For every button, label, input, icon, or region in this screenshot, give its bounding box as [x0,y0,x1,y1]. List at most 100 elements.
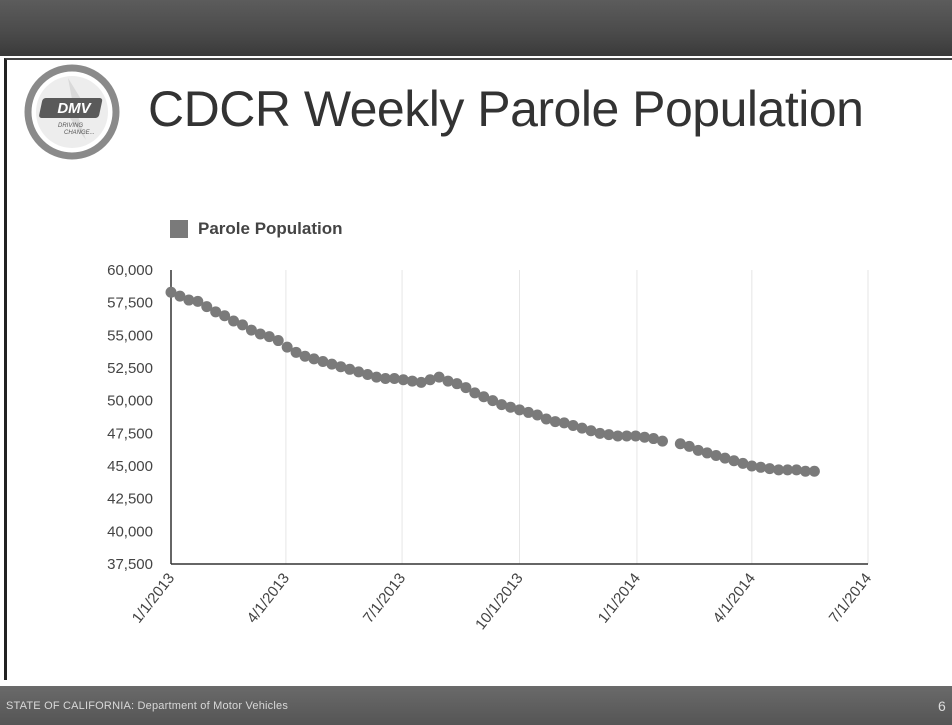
data-point [719,452,731,464]
page-number: 6 [938,698,946,714]
x-tick-label: 4/1/2014 [710,570,759,626]
data-point [201,301,213,313]
y-tick-label: 47,500 [107,425,153,442]
data-point [728,455,740,467]
x-tick-label: 1/1/2013 [129,570,178,626]
data-point [442,375,454,387]
data-point [683,440,695,452]
y-tick-label: 42,500 [107,491,153,508]
data-point [585,425,597,437]
y-tick-label: 55,000 [107,327,153,344]
data-point [576,422,588,434]
data-point [326,358,338,370]
x-tick-label: 7/1/2014 [826,570,875,626]
data-point [228,315,240,327]
data-point [335,361,347,373]
data-point [701,447,713,459]
data-point [630,430,642,442]
data-point [612,430,624,442]
data-point [192,295,204,307]
x-tick-label: 4/1/2013 [244,570,293,626]
data-point [397,374,409,386]
dmv-logo-icon: DMV DRIVING CHANGE... [24,64,120,160]
data-point [656,435,668,447]
data-point [424,374,436,386]
data-point [317,355,329,367]
data-point [808,465,820,477]
y-tick-label: 37,500 [107,556,153,573]
x-tick-label: 7/1/2013 [360,570,409,626]
data-point [558,417,570,429]
data-point [782,464,794,476]
y-tick-label: 45,000 [107,458,153,475]
data-point [290,346,302,358]
data-point [406,375,418,387]
y-tick-label: 57,500 [107,295,153,312]
data-point [174,290,186,302]
data-point [514,404,525,416]
data-point [791,464,803,476]
top-banner [0,0,952,56]
data-point [388,372,400,384]
x-tick-label: 10/1/2013 [472,570,526,633]
data-point [272,335,284,347]
footer-text: STATE OF CALIFORNIA: Department of Motor… [6,700,289,712]
y-tick-label: 50,000 [107,393,153,410]
data-point [737,457,749,469]
data-point [245,324,257,336]
data-point [165,286,177,298]
y-tick-label: 60,000 [107,262,153,279]
data-point [236,319,248,331]
data-point [531,409,543,421]
data-point [603,429,615,441]
legend-label: Parole Population [198,219,343,238]
legend-swatch [170,220,188,238]
data-point [567,419,579,431]
data-point [594,427,606,439]
data-point [299,350,311,362]
data-point [344,363,356,375]
data-point [746,460,758,472]
data-point [469,387,481,399]
data-point [648,433,660,445]
svg-text:CHANGE...: CHANGE... [64,130,95,136]
y-tick-label: 40,000 [107,523,153,540]
data-point [773,464,785,476]
slide-title: CDCR Weekly Parole Population [148,81,864,137]
data-point [353,366,365,378]
data-point [254,328,266,340]
data-point [371,371,383,383]
data-point [460,382,472,394]
x-tick-label: 1/1/2014 [595,570,644,626]
data-point [674,438,686,450]
data-point [308,353,320,365]
data-point [263,331,275,343]
data-point [487,395,499,407]
data-point [281,341,293,353]
data-point [621,430,633,442]
data-point [415,376,427,388]
data-point [639,431,651,443]
data-point [219,310,231,322]
data-point [379,372,391,384]
data-point [362,369,374,381]
slide-frame [4,58,952,680]
data-point [549,416,561,428]
data-point [433,371,445,383]
svg-text:DMV: DMV [57,100,92,117]
chart-legend: Parole Population [170,219,343,239]
footer-bar: STATE OF CALIFORNIA: Department of Motor… [0,686,952,725]
data-point [764,463,776,475]
data-point [710,450,722,462]
data-point [505,401,517,413]
data-point [692,444,704,456]
data-point [522,406,534,418]
data-point [496,399,508,411]
data-point [183,294,195,306]
svg-text:DRIVING: DRIVING [58,123,83,129]
data-point [451,378,463,390]
data-point [478,391,490,403]
data-point [799,465,811,477]
y-tick-label: 52,500 [107,360,153,377]
